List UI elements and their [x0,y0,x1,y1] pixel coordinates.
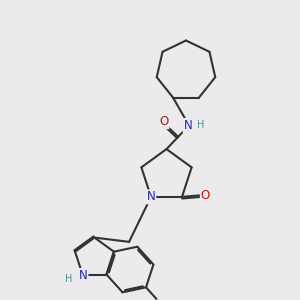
Text: H: H [197,120,205,130]
Text: N: N [183,119,192,132]
Text: O: O [159,115,169,128]
Text: O: O [201,189,210,202]
Text: H: H [65,274,73,284]
Text: N: N [147,190,155,203]
Text: N: N [79,269,88,282]
